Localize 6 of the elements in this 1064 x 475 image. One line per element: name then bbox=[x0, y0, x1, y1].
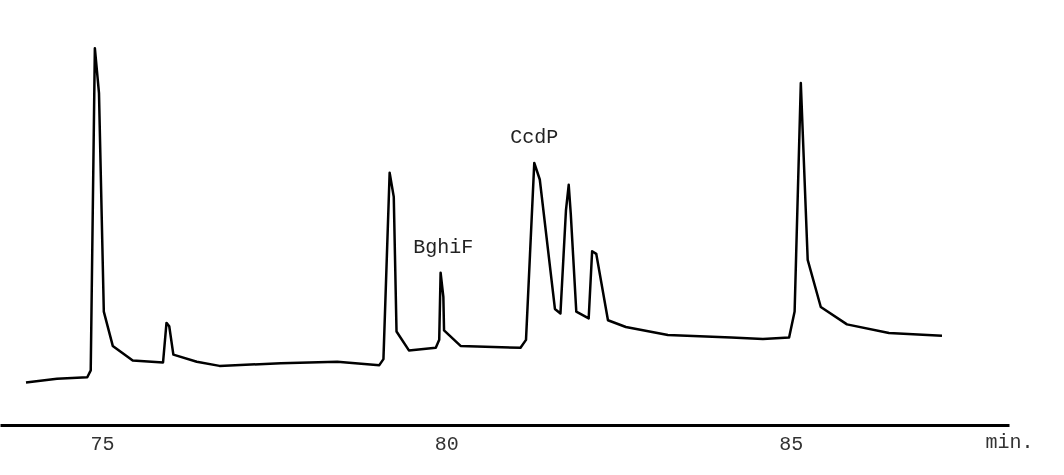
x-tick-label: 85 bbox=[779, 432, 804, 456]
annotation: BghiF bbox=[413, 235, 474, 259]
x-axis-title: min. bbox=[985, 430, 1034, 454]
x-tick-label: 75 bbox=[90, 432, 115, 456]
x-tick-label: 80 bbox=[434, 432, 459, 456]
annotation: CcdP bbox=[510, 125, 559, 149]
